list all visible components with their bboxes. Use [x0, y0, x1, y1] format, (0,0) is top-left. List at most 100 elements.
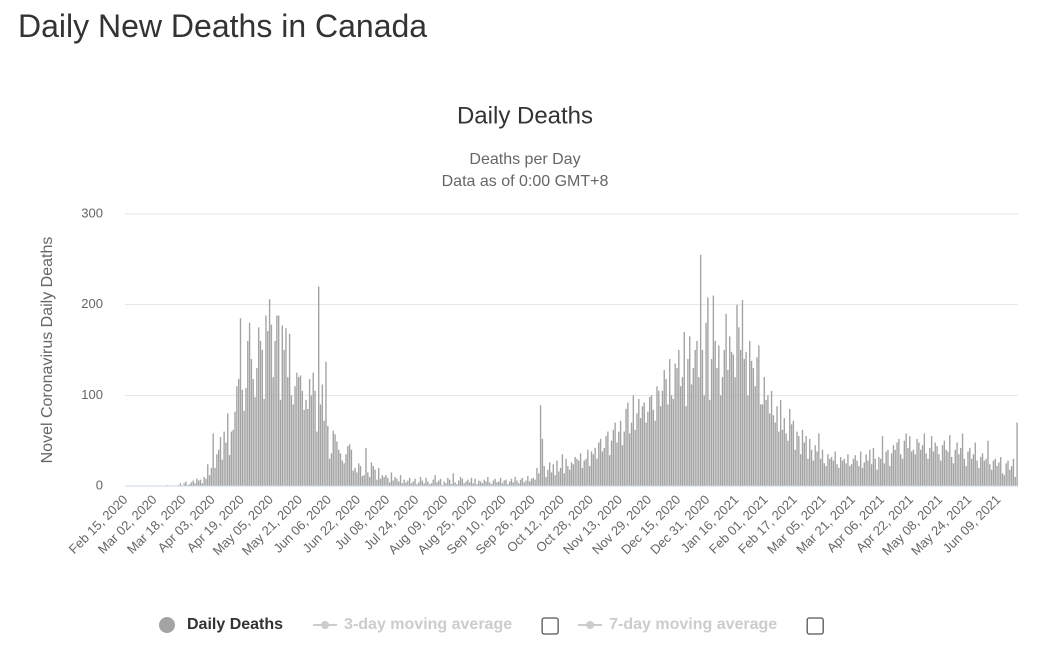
bar: [849, 466, 851, 486]
bar: [949, 435, 951, 486]
bar: [618, 431, 620, 486]
bar: [912, 449, 915, 486]
bar: [248, 322, 251, 486]
bar: [485, 481, 487, 486]
bar: [940, 460, 942, 486]
bar: [896, 442, 898, 486]
bar: [890, 453, 893, 486]
bar: [825, 466, 827, 486]
bar: [496, 482, 498, 486]
bar: [934, 442, 936, 486]
bar: [932, 451, 935, 486]
bar: [541, 438, 544, 486]
bar: [432, 479, 434, 486]
bar: [458, 480, 460, 486]
bar: [839, 456, 842, 486]
bar: [950, 456, 953, 486]
bar: [636, 413, 638, 486]
bar: [812, 460, 815, 486]
bar: [809, 438, 811, 486]
bar: [556, 460, 558, 486]
bar: [956, 442, 958, 486]
bar: [563, 473, 565, 486]
bar: [827, 454, 829, 486]
bar: [734, 377, 736, 486]
bar: [1016, 422, 1018, 486]
bar: [530, 478, 533, 486]
y-tick-label: 100: [81, 387, 103, 402]
bar: [801, 429, 804, 486]
bar: [576, 458, 578, 486]
bar: [257, 327, 260, 486]
bar: [649, 397, 651, 486]
bar: [385, 475, 387, 486]
legend-label[interactable]: Daily Deaths: [187, 616, 283, 633]
y-tick-label: 200: [81, 296, 103, 311]
bar: [516, 480, 518, 486]
bar: [830, 456, 833, 486]
legend-checkbox[interactable]: [541, 617, 559, 635]
bar: [463, 483, 465, 486]
legend-marker[interactable]: [159, 617, 175, 633]
bar: [774, 422, 776, 486]
bar: [574, 456, 576, 486]
legend-label[interactable]: 3-day moving average: [344, 616, 512, 633]
bar: [854, 455, 856, 486]
legend-checkbox[interactable]: [806, 617, 824, 635]
bar: [732, 354, 735, 486]
bar: [892, 445, 895, 486]
bar: [603, 447, 605, 486]
bar: [363, 475, 365, 486]
legend-marker[interactable]: [321, 621, 330, 629]
bar: [543, 466, 545, 486]
bar: [794, 449, 796, 486]
bar: [1014, 476, 1016, 486]
bar: [219, 437, 222, 486]
bar: [196, 478, 198, 486]
bar: [336, 441, 338, 486]
bar: [552, 464, 555, 486]
bar: [270, 324, 273, 486]
bar: [378, 467, 380, 486]
bar: [425, 477, 427, 486]
bar: [983, 460, 986, 486]
bar: [761, 404, 764, 486]
bar: [870, 464, 873, 486]
bar: [476, 484, 478, 486]
bar: [301, 390, 304, 486]
bar: [601, 451, 604, 486]
bar: [976, 460, 978, 486]
bar: [356, 472, 358, 486]
bar: [652, 409, 655, 486]
bar: [427, 481, 429, 486]
bar: [554, 475, 556, 486]
bar: [749, 340, 751, 486]
bar: [296, 372, 298, 486]
bar: [785, 433, 787, 486]
bar: [643, 402, 645, 486]
bar: [619, 420, 622, 486]
bar: [179, 483, 182, 486]
bar: [676, 368, 678, 486]
bar: [647, 411, 649, 486]
bar: [327, 426, 329, 486]
bar: [481, 483, 484, 486]
bar: [910, 451, 913, 486]
bar: [499, 477, 502, 486]
bar: [323, 420, 325, 486]
y-tick-label: 0: [96, 477, 103, 492]
bar: [936, 446, 938, 486]
bar: [370, 462, 373, 486]
bar: [561, 454, 564, 486]
legend-marker[interactable]: [586, 621, 595, 629]
bar: [488, 482, 491, 486]
bar: [790, 424, 793, 486]
bar: [436, 482, 438, 486]
legend-label[interactable]: 7-day moving average: [609, 616, 777, 633]
bar: [197, 480, 200, 486]
bar: [519, 479, 522, 486]
bar: [921, 445, 924, 486]
bar: [985, 458, 987, 486]
bar: [367, 472, 369, 486]
bar: [925, 453, 927, 486]
